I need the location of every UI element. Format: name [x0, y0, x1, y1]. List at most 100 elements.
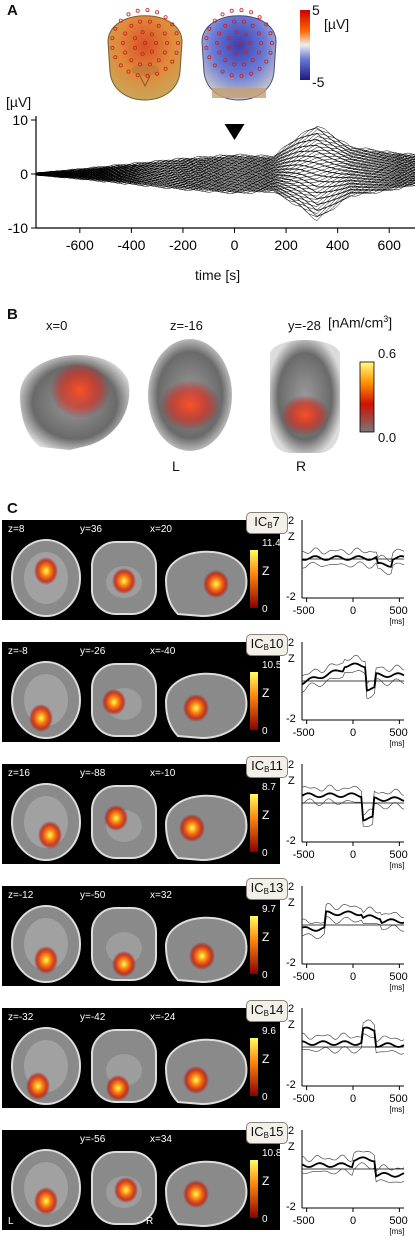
ic-zmax: 9.7	[262, 904, 276, 915]
ic-label-coronal: y=-56	[80, 1134, 106, 1145]
ic-name-badge: ICB13	[246, 878, 288, 900]
ic-z-colorbar	[250, 916, 258, 974]
erp-xunit: [ms]	[389, 1105, 404, 1114]
y-tick-label: 0	[20, 166, 28, 182]
ic-erp-plot: 2 Z -2 -500 0 500[ms]	[286, 1125, 408, 1236]
erp-ytop: 2	[288, 637, 294, 649]
erp-trace	[35, 129, 416, 176]
ic-z-colorbar	[250, 1160, 258, 1218]
slice-label-sagittal: x=0	[46, 318, 68, 333]
ic-label-sagittal: x=34	[150, 1134, 172, 1145]
erp-xunit: [ms]	[389, 617, 404, 626]
erp-xtick: -500	[293, 605, 315, 617]
ic-erp-plot: 2 Z -2 -500 0 500[ms]	[286, 515, 408, 626]
erp-trace	[35, 173, 416, 218]
ic-name-badge: ICB7	[246, 512, 288, 534]
ic-z-colorbar	[250, 1038, 258, 1096]
ic-erp-plot: 2 Z -2 -500 0 500[ms]	[286, 637, 408, 748]
erp-trace	[35, 168, 416, 176]
y-tick-label: -10	[8, 220, 28, 236]
source-colorbar-max: 0.6	[378, 346, 397, 361]
x-tick-label: 0	[231, 237, 239, 253]
ic-label-sagittal: x=32	[150, 890, 172, 901]
ic-zmin: 0	[262, 1214, 268, 1225]
erp-xlabel: time [s]	[195, 267, 241, 283]
ic-label-coronal: y=-88	[80, 768, 106, 779]
orientation-right: R	[296, 458, 307, 474]
ic-zunit: Z	[262, 930, 270, 944]
erp-xtick: -500	[293, 971, 315, 983]
slice-label-axial: z=-16	[170, 318, 203, 333]
ic-name-badge: ICB11	[246, 756, 288, 778]
ic-label-sagittal: x=20	[150, 524, 172, 535]
scalp-topography-maps	[107, 8, 277, 101]
erp-xtick: -500	[293, 849, 315, 861]
erp-xtick: 0	[350, 1093, 356, 1105]
axial-slice	[148, 339, 232, 451]
erp-trace	[35, 164, 416, 176]
ic-brain-slices	[11, 1149, 248, 1228]
erp-xunit: [ms]	[389, 739, 404, 748]
ic-label-axial: z=-32	[8, 1012, 34, 1023]
source-brain-slices	[20, 339, 340, 453]
erp-xtick: -500	[293, 727, 315, 739]
erp-xtick: 0	[350, 1215, 356, 1227]
ic-brain-slices	[11, 539, 248, 618]
ic-zmax: 11.4	[262, 538, 281, 549]
ic-zunit: Z	[262, 808, 270, 822]
panel-b-letter: B	[7, 306, 18, 323]
ic-zmin: 0	[262, 604, 268, 615]
x-tick-label: -400	[117, 237, 145, 253]
erp-trace	[35, 170, 416, 178]
ic-brain-slices	[11, 1027, 248, 1106]
erp-trace	[35, 173, 416, 214]
erp-xtick: 0	[350, 849, 356, 861]
erp-trace	[35, 136, 416, 176]
erp-trace	[35, 127, 415, 175]
ic-label-axial: z=-12	[8, 890, 34, 901]
sagittal-slice	[20, 354, 130, 450]
ic-zmax: 9.6	[262, 1026, 276, 1037]
erp-xtick: -500	[293, 1215, 315, 1227]
ic-label-sagittal: x=-24	[150, 1012, 176, 1023]
ic-label-coronal: y=36	[80, 524, 102, 535]
ic-zmax: 10.8	[262, 1148, 282, 1159]
erp-trace	[35, 126, 416, 176]
erp-trace	[35, 172, 416, 183]
x-tick-label: 400	[326, 237, 350, 253]
ic-zmin: 0	[262, 1092, 268, 1103]
erp-xtick: 500	[389, 1215, 407, 1227]
erp-trace	[35, 168, 416, 176]
ic-name-badge: ICB10	[246, 634, 288, 656]
ic-brain-slices	[11, 783, 248, 862]
ic-brain-slices	[11, 905, 248, 984]
erp-ylabel: Z	[288, 653, 295, 665]
erp-trace	[35, 173, 415, 207]
ic-orientation-left: L	[8, 1216, 14, 1227]
erp-trace	[35, 172, 416, 188]
erp-xtick: 500	[389, 1093, 407, 1105]
x-tick-label: 600	[378, 237, 402, 253]
ic-label-sagittal: x=-40	[150, 646, 176, 657]
ic-erp-plot: 2 Z -2 -500 0 500[ms]	[286, 1003, 408, 1114]
onset-marker-icon	[224, 124, 245, 140]
erp-ytop: 2	[288, 1003, 294, 1015]
colorbar-max: 5	[312, 2, 320, 18]
erp-ybottom: -2	[286, 1079, 296, 1091]
ic-z-colorbar	[250, 672, 258, 730]
erp-ylabel: Z	[288, 531, 295, 543]
erp-trace	[35, 173, 416, 197]
erp-ybottom: -2	[286, 591, 296, 603]
ic-orientation-right: R	[146, 1216, 154, 1227]
orientation-left: L	[172, 458, 180, 474]
erp-xtick: 0	[350, 727, 356, 739]
erp-ybottom: -2	[286, 957, 296, 969]
erp-ybottom: -2	[286, 835, 296, 847]
ic-zunit: Z	[262, 1052, 270, 1066]
erp-trace	[35, 161, 416, 176]
erp-ytop: 2	[288, 515, 294, 527]
erp-xtick: 0	[350, 971, 356, 983]
erp-ylabel: Z	[288, 775, 295, 787]
panel-c-letter: C	[7, 500, 18, 517]
slice-label-coronal: y=-28	[288, 318, 321, 333]
